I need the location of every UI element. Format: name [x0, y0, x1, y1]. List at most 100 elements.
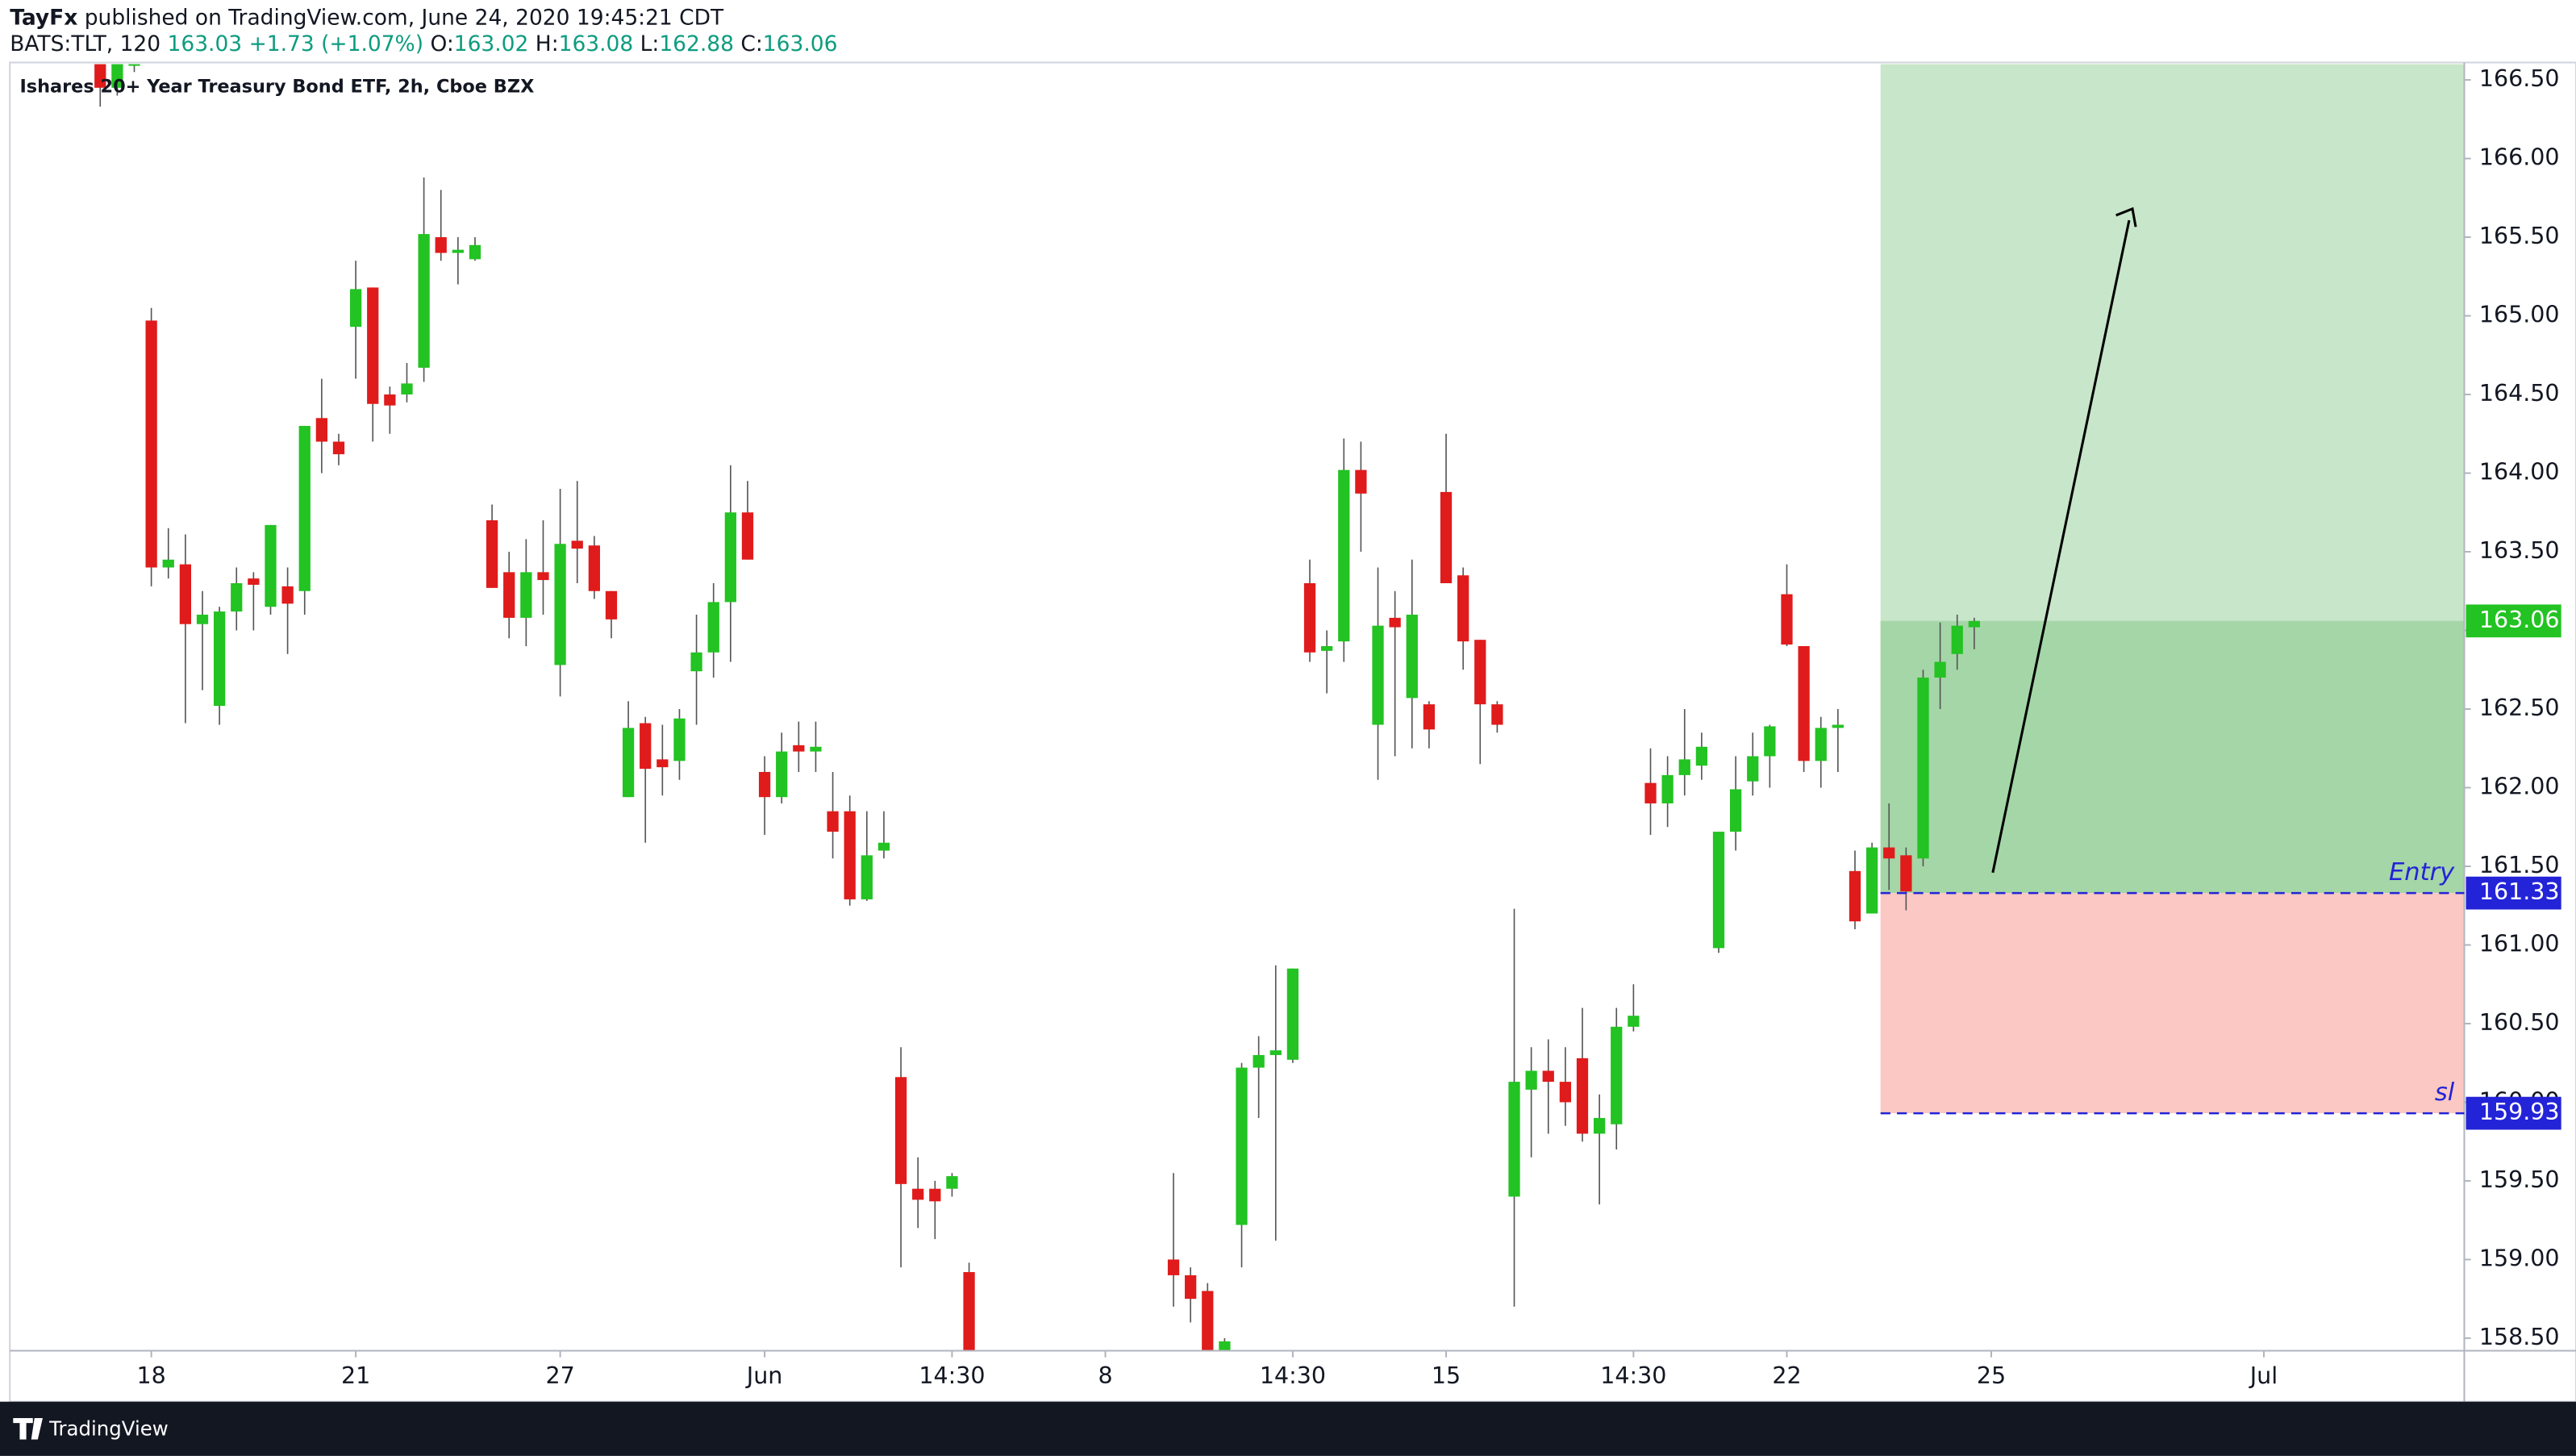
candle-body [1968, 620, 1980, 628]
candle-body [894, 1077, 907, 1184]
y-tick-label: 166.00 [2479, 144, 2560, 171]
candle-body [332, 441, 345, 455]
y-tick-label: 163.50 [2479, 537, 2560, 564]
h-value: 163.08 [559, 31, 634, 56]
candle-body [1474, 640, 1486, 705]
candle-body [315, 418, 327, 442]
arrow [1991, 219, 2131, 874]
y-tick-label: 164.00 [2479, 459, 2560, 486]
x-tick-label: 14:30 [1260, 1362, 1326, 1389]
chart-title: Ishares 20+ Year Treasury Bond ETF, 2h, … [19, 77, 534, 98]
candle-body [1508, 1082, 1520, 1197]
candle-body [1747, 756, 1759, 782]
candle-body [1628, 1016, 1640, 1027]
candle-body [281, 586, 294, 604]
last-price-label-box [2466, 604, 2561, 638]
candle-body [349, 289, 362, 327]
entry-label: Entry [2389, 858, 2455, 887]
candle-body [1286, 968, 1299, 1060]
c-value: 163.06 [763, 31, 838, 56]
h-label: H: [536, 31, 559, 56]
footer-bar [0, 1401, 2576, 1456]
candle-body [94, 64, 106, 88]
y-tick-label: 161.00 [2479, 930, 2560, 957]
candle-body [861, 855, 873, 899]
l-value: 162.88 [659, 31, 734, 56]
candle-body [1321, 645, 1333, 651]
x-tick-label: 15 [1432, 1362, 1461, 1389]
x-tick-label: 27 [545, 1362, 574, 1389]
candle-body [673, 718, 686, 761]
x-tick-label: 21 [341, 1362, 370, 1389]
footer-brand: TradingView [48, 1416, 169, 1440]
open-profit-zone [1880, 620, 2465, 894]
candle-body [810, 746, 822, 752]
candle-body [724, 512, 736, 603]
candle-body [946, 1176, 958, 1189]
candle-body [418, 234, 430, 368]
candle-body [657, 759, 669, 768]
published: published on TradingView.com, June 24, 2… [85, 5, 724, 30]
x-tick-label: Jun [745, 1362, 783, 1389]
candle-body [1917, 677, 1929, 859]
y-tick-label: 165.50 [2479, 223, 2560, 249]
y-tick-label: 159.50 [2479, 1166, 2560, 1193]
candle-body [265, 524, 277, 607]
candle-body [1678, 759, 1690, 775]
candle-body [128, 64, 140, 66]
candle-body [1764, 726, 1776, 757]
stop-label: sl [2435, 1078, 2455, 1107]
candle-body [877, 842, 890, 851]
candle-body [1712, 832, 1725, 949]
price: 163.03 [168, 31, 243, 56]
candle-body [1389, 617, 1401, 628]
candle-body [162, 559, 174, 568]
candle-body [248, 578, 260, 585]
candle-body [1729, 789, 1742, 832]
candle-body [963, 1272, 975, 1351]
candle-body [486, 520, 498, 588]
candle-body [1253, 1054, 1265, 1068]
y-tick-label: 161.50 [2479, 852, 2560, 878]
candle-body [1661, 774, 1674, 803]
candle-body [758, 771, 771, 798]
candle-body [1219, 1341, 1231, 1351]
candle-body [1525, 1070, 1537, 1090]
candle-body [1559, 1082, 1572, 1103]
loss-zone [1880, 893, 2465, 1114]
candle-body [640, 723, 652, 770]
candle-body [1798, 645, 1810, 761]
x-tick-label: 18 [136, 1362, 165, 1389]
candle-body [554, 544, 566, 665]
symbol: BATS:TLT, 120 [10, 31, 160, 56]
candle-body [537, 572, 549, 581]
candle-body [1832, 724, 1844, 728]
candle-body [367, 287, 379, 404]
candle-body [1457, 575, 1469, 642]
candle-body [1406, 614, 1418, 699]
candle-body [469, 244, 481, 260]
candle-body [196, 614, 209, 624]
c-label: C: [740, 31, 762, 56]
candle-body [435, 237, 447, 253]
candle-body [1269, 1050, 1282, 1055]
arrow-head [2115, 207, 2137, 227]
x-tick-label: 22 [1772, 1362, 1801, 1389]
candle-body [1781, 594, 1793, 645]
candle-body [1849, 870, 1861, 922]
entry-price-label-box [2466, 876, 2561, 910]
candle-body [111, 64, 123, 88]
candle-body [690, 652, 702, 672]
l-label: L: [640, 31, 660, 56]
candle-body [1491, 704, 1503, 725]
y-tick-label: 159.00 [2479, 1245, 2560, 1271]
candle-body [1303, 583, 1316, 653]
y-tick-label: 160.50 [2479, 1009, 2560, 1036]
candle-body [622, 728, 635, 798]
candle-body [588, 545, 600, 591]
candle-body [1338, 469, 1350, 642]
candle-body [179, 564, 192, 624]
candle-body [231, 583, 243, 612]
candle-body [1934, 661, 1946, 678]
